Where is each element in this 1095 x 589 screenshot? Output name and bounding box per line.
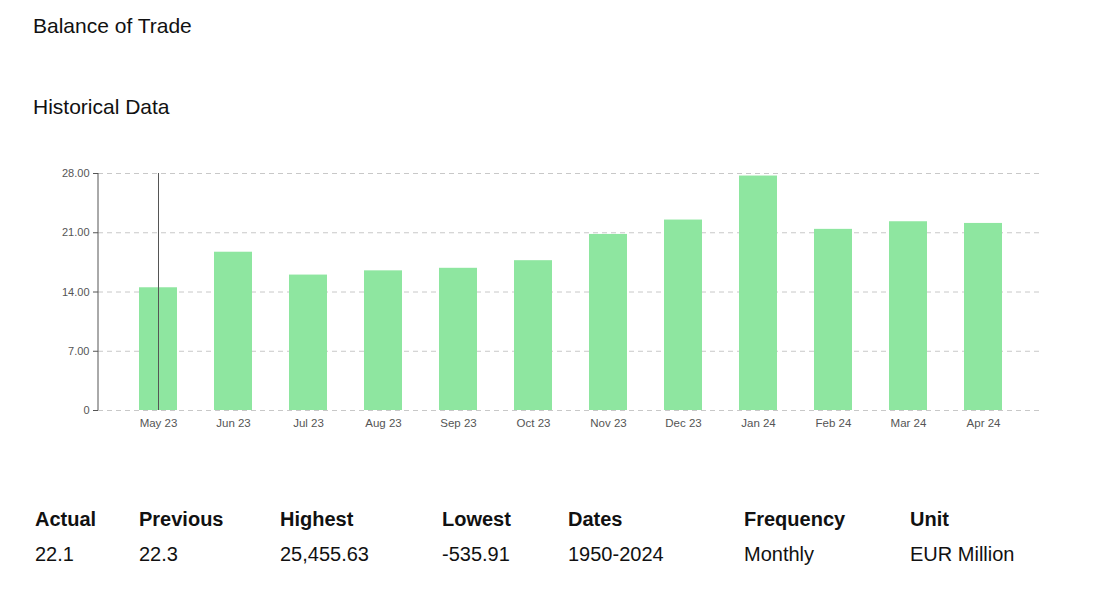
html-text:Highest: Highest [280, 508, 354, 530]
html-text:Historical Data: Historical Data [33, 95, 170, 118]
html-text:22.1: 22.1 [35, 543, 74, 565]
svg-text:Mar 24: Mar 24 [891, 417, 927, 429]
svg-text:Apr 24: Apr 24 [967, 417, 1001, 429]
svg-text:Dec 23: Dec 23 [665, 417, 701, 429]
html-text:Dates: Dates [568, 508, 623, 530]
svg-text:Oct 23: Oct 23 [517, 417, 551, 429]
html-text:Previous: Previous [139, 508, 224, 530]
html-text:25,455.63: 25,455.63 [280, 543, 369, 565]
html-text:Lowest: Lowest [442, 508, 511, 530]
html-text:Unit: Unit [910, 508, 949, 530]
svg-text:Jun 23: Jun 23 [216, 417, 251, 429]
svg-text:Jan 24: Jan 24 [741, 417, 776, 429]
html-text:1950-2024: 1950-2024 [568, 543, 664, 565]
svg-text:Nov 23: Nov 23 [590, 417, 626, 429]
html-text:Frequency: Frequency [744, 508, 846, 530]
html-text:Balance of Trade: Balance of Trade [33, 14, 192, 37]
svg-text:Sep 23: Sep 23 [440, 417, 476, 429]
svg-text:Aug 23: Aug 23 [365, 417, 401, 429]
svg-text:21.00: 21.00 [62, 226, 90, 238]
svg-text:Feb 24: Feb 24 [816, 417, 852, 429]
svg-text:Jul 23: Jul 23 [293, 417, 324, 429]
svg-text:7.00: 7.00 [68, 345, 89, 357]
svg-text:0: 0 [83, 404, 89, 416]
svg-text:May 23: May 23 [140, 417, 178, 429]
svg-text:28.00: 28.00 [62, 167, 90, 179]
svg-text:14.00: 14.00 [62, 286, 90, 298]
html-text:Monthly: Monthly [744, 543, 814, 565]
html-text:Actual: Actual [35, 508, 97, 530]
html-text:EUR Million: EUR Million [910, 543, 1015, 565]
html-text:22.3: 22.3 [139, 543, 178, 565]
html-text:-535.91: -535.91 [442, 543, 510, 565]
